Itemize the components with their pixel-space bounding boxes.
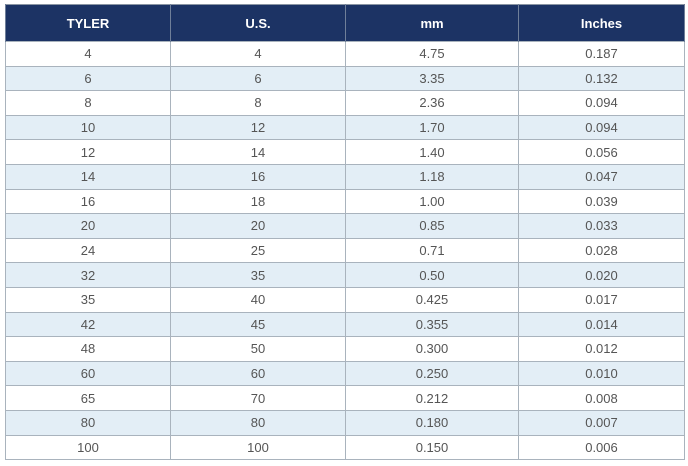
table-cell: 20 — [5, 213, 171, 239]
table-cell: 0.180 — [345, 409, 519, 436]
table-row: 80 80 0.180 0.007 — [5, 409, 685, 436]
table-cell: 0.012 — [518, 336, 685, 362]
table-cell: 8 — [5, 90, 171, 116]
table-cell: 0.056 — [518, 139, 685, 165]
table-cell: 45 — [170, 311, 346, 338]
table-wrap: TYLER U.S. mm Inches 4 4 4.75 0.187 6 6 3.35 0.132… — [5, 4, 685, 461]
table-cell: 0.094 — [518, 90, 685, 116]
table-cell: 10 — [5, 114, 171, 141]
table-row: 14 16 1.18 0.047 — [5, 163, 685, 190]
header-cell: TYLER — [5, 4, 171, 42]
table-cell: 0.85 — [345, 213, 519, 239]
mesh-table: TYLER U.S. mm Inches 4 4 4.75 0.187 6 6 3.35 0.132… — [5, 4, 685, 461]
table-cell: 0.355 — [345, 311, 519, 338]
table-cell: 70 — [170, 385, 346, 411]
table-cell: 0.047 — [518, 163, 685, 190]
table-cell: 42 — [5, 311, 171, 338]
table-cell: 0.014 — [518, 311, 685, 338]
table-cell: 60 — [5, 360, 171, 387]
header-cell: U.S. — [170, 4, 346, 42]
table-cell: 16 — [5, 188, 171, 215]
table-row: 100 100 0.150 0.006 — [5, 434, 685, 461]
table-cell: 0.71 — [345, 237, 519, 264]
table-cell: 40 — [170, 286, 346, 313]
table-cell: 2.36 — [345, 90, 519, 116]
table-cell: 3.35 — [345, 65, 519, 92]
table-head: TYLER U.S. mm Inches — [5, 4, 685, 42]
table-cell: 80 — [5, 409, 171, 436]
table-cell: 0.006 — [518, 434, 685, 461]
table-cell: 14 — [170, 139, 346, 165]
table-cell: 100 — [5, 434, 171, 461]
table-cell: 1.40 — [345, 139, 519, 165]
table-row: 4 4 4.75 0.187 — [5, 41, 685, 67]
table-cell: 14 — [5, 163, 171, 190]
table-cell: 18 — [170, 188, 346, 215]
table-cell: 0.132 — [518, 65, 685, 92]
table-cell: 4 — [5, 41, 171, 67]
table-cell: 32 — [5, 262, 171, 288]
table-cell: 0.028 — [518, 237, 685, 264]
table-cell: 0.039 — [518, 188, 685, 215]
table-cell: 0.010 — [518, 360, 685, 387]
table-cell: 0.150 — [345, 434, 519, 461]
table-cell: 24 — [5, 237, 171, 264]
table-cell: 12 — [5, 139, 171, 165]
table-cell: 80 — [170, 409, 346, 436]
table-cell: 0.007 — [518, 409, 685, 436]
table-cell: 1.18 — [345, 163, 519, 190]
table-cell: 20 — [170, 213, 346, 239]
table-cell: 0.033 — [518, 213, 685, 239]
header-cell: mm — [345, 4, 519, 42]
table-row: 8 8 2.36 0.094 — [5, 90, 685, 116]
table-cell: 48 — [5, 336, 171, 362]
table-cell: 16 — [170, 163, 346, 190]
table-row: 20 20 0.85 0.033 — [5, 213, 685, 239]
table-row: 6 6 3.35 0.132 — [5, 65, 685, 92]
table-cell: 0.250 — [345, 360, 519, 387]
table-cell: 25 — [170, 237, 346, 264]
table-cell: 0.425 — [345, 286, 519, 313]
table-cell: 6 — [5, 65, 171, 92]
table-cell: 65 — [5, 385, 171, 411]
table-row: 10 12 1.70 0.094 — [5, 114, 685, 141]
table-row: 16 18 1.00 0.039 — [5, 188, 685, 215]
table-cell: 4.75 — [345, 41, 519, 67]
table-body: 4 4 4.75 0.187 6 6 3.35 0.132 8 8 2.36 0.094 10 12 1.7… — [5, 41, 685, 461]
table-cell: 0.020 — [518, 262, 685, 288]
table-row: 48 50 0.300 0.012 — [5, 336, 685, 362]
table-row: 12 14 1.40 0.056 — [5, 139, 685, 165]
header-row: TYLER U.S. mm Inches — [5, 4, 685, 42]
table-cell: 6 — [170, 65, 346, 92]
table-row: 60 60 0.250 0.010 — [5, 360, 685, 387]
table-cell: 0.50 — [345, 262, 519, 288]
header-cell: Inches — [518, 4, 685, 42]
table-row: 24 25 0.71 0.028 — [5, 237, 685, 264]
table-cell: 100 — [170, 434, 346, 461]
table-cell: 0.187 — [518, 41, 685, 67]
table-cell: 0.212 — [345, 385, 519, 411]
table-row: 32 35 0.50 0.020 — [5, 262, 685, 288]
table-cell: 4 — [170, 41, 346, 67]
table-row: 35 40 0.425 0.017 — [5, 286, 685, 313]
table-cell: 60 — [170, 360, 346, 387]
table-cell: 8 — [170, 90, 346, 116]
table-row: 42 45 0.355 0.014 — [5, 311, 685, 338]
table-cell: 35 — [5, 286, 171, 313]
table-cell: 50 — [170, 336, 346, 362]
table-cell: 1.00 — [345, 188, 519, 215]
table-cell: 12 — [170, 114, 346, 141]
table-cell: 0.017 — [518, 286, 685, 313]
table-row: 65 70 0.212 0.008 — [5, 385, 685, 411]
table-cell: 35 — [170, 262, 346, 288]
table-cell: 0.094 — [518, 114, 685, 141]
table-cell: 1.70 — [345, 114, 519, 141]
table-cell: 0.300 — [345, 336, 519, 362]
table-cell: 0.008 — [518, 385, 685, 411]
